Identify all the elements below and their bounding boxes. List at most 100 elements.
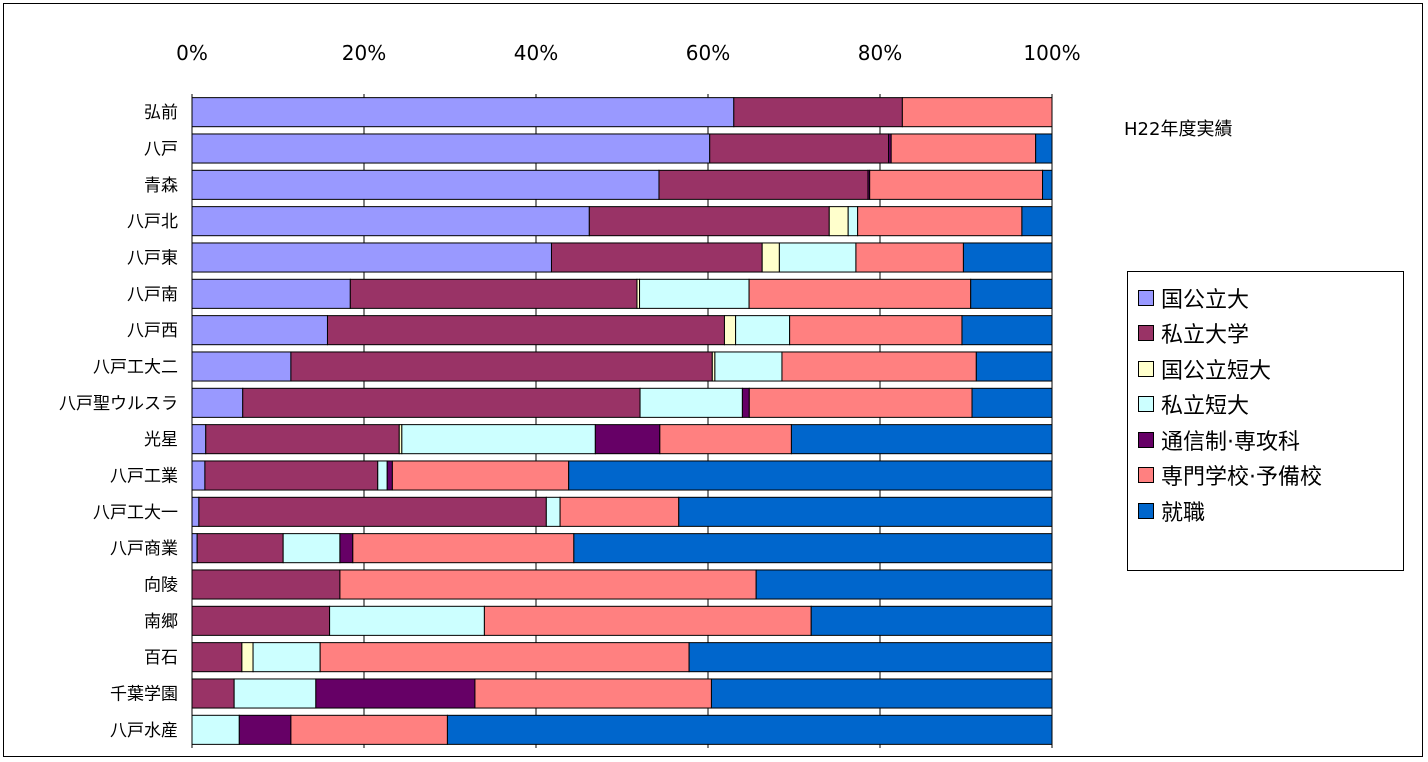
bar-segment [319, 642, 690, 673]
bar-segment [242, 387, 641, 418]
bar-segment [198, 496, 547, 527]
bar-segment [961, 315, 1053, 346]
bar-segment [191, 387, 244, 418]
bar-segment [778, 242, 857, 273]
category-label: 南郷 [144, 612, 178, 632]
x-tick-label: 40% [514, 41, 558, 65]
bar-segment [191, 714, 240, 745]
legend-label: 私立大学 [1161, 323, 1250, 349]
bar-segment [191, 351, 292, 382]
category-label: 八戸北 [127, 212, 178, 232]
x-tick-label: 60% [686, 41, 730, 65]
bar-segment [191, 496, 200, 527]
category-label: 八戸南 [127, 285, 178, 305]
bar-segment [446, 714, 1053, 745]
bar-segment [810, 605, 1053, 636]
category-label: 八戸工業 [110, 467, 178, 487]
legend-label: 国公立大 [1161, 287, 1250, 313]
bar-segment [339, 533, 354, 564]
bar-segment [233, 678, 317, 709]
x-tick-label: 20% [342, 41, 386, 65]
category-label: 弘前 [144, 103, 178, 123]
category-label: 八戸 [144, 140, 178, 160]
legend-swatch [1138, 467, 1154, 484]
category-label: 青森 [144, 176, 178, 196]
bar-segment [735, 315, 791, 346]
bar-segment [315, 678, 476, 709]
bar-segment [658, 169, 869, 200]
category-label: 八戸東 [127, 249, 178, 269]
bar-segment [970, 278, 1053, 309]
bar-segment [1042, 169, 1053, 200]
legend-item-national-junior-college: 国公立短大 [1128, 351, 1403, 387]
bar-segment [761, 242, 780, 273]
legend-item-vocational-prep-school: 専門学校·予備校 [1128, 458, 1403, 494]
bar-segment [352, 533, 575, 564]
bar-segment [290, 351, 713, 382]
category-label: 八戸西 [127, 321, 178, 341]
bar-segment [191, 460, 206, 491]
bar-segment [391, 460, 570, 491]
bar-segment [741, 387, 750, 418]
legend: 国公立大 私立大学 国公立短大 私立短大 通信制·専攻科 専門学校·予備校 就職 [1127, 271, 1404, 571]
bar-segment [252, 642, 321, 673]
legend-label: 専門学校·予備校 [1161, 465, 1322, 491]
bar-segment [401, 424, 596, 455]
bar-segment [282, 533, 341, 564]
bar-segment [349, 278, 638, 309]
legend-item-private-junior-college: 私立短大 [1128, 387, 1403, 423]
bar-segment [573, 533, 1053, 564]
category-label: 八戸工大二 [93, 358, 178, 378]
bar-segment [755, 569, 1053, 600]
bar-segment [196, 533, 284, 564]
bar-segment [191, 169, 660, 200]
bar-segment [789, 315, 963, 346]
bar-segment [828, 206, 849, 237]
bar-segment [733, 97, 903, 128]
legend-swatch [1138, 502, 1154, 519]
bar-segment [857, 206, 1023, 237]
bar-segment [191, 605, 331, 636]
bar-segment [1021, 206, 1053, 237]
category-label: 千葉学園 [110, 685, 178, 705]
bar-segment [474, 678, 712, 709]
bar-segment [205, 424, 400, 455]
legend-swatch [1138, 431, 1154, 448]
bar-segment [191, 97, 735, 128]
bar-segment [790, 424, 1053, 455]
bar-segment [191, 278, 351, 309]
plot-area [192, 94, 1052, 748]
bar-segment [710, 678, 1053, 709]
legend-swatch [1138, 396, 1154, 413]
bar-segment [559, 496, 680, 527]
category-label: 八戸聖ウルスラ [59, 394, 178, 414]
bar-segment [545, 496, 561, 527]
category-label: 百石 [144, 648, 178, 668]
bar-segment [639, 278, 750, 309]
legend-swatch [1138, 325, 1154, 342]
bar-segment [975, 351, 1053, 382]
legend-label: 国公立短大 [1161, 358, 1272, 384]
bar-segment [326, 315, 725, 346]
legend-swatch [1138, 289, 1154, 306]
bar-segment [678, 496, 1053, 527]
bar-segment [386, 460, 393, 491]
bar-segment [723, 315, 737, 346]
bar-segment [588, 206, 830, 237]
bar-segment [890, 133, 1037, 164]
bar-segment [901, 97, 1053, 128]
bar-segment [241, 642, 254, 673]
bar-segment [191, 533, 198, 564]
legend-swatch [1138, 360, 1154, 377]
legend-item-private-university: 私立大学 [1128, 316, 1403, 352]
bar-segment [971, 387, 1053, 418]
bar-segment [191, 133, 711, 164]
bar-segment [847, 206, 859, 237]
bar-segment [1035, 133, 1053, 164]
legend-label: 通信制·専攻科 [1161, 429, 1300, 455]
category-label: 光星 [144, 430, 178, 450]
bar-segment [483, 605, 812, 636]
bar-segment [688, 642, 1053, 673]
bar-segment [781, 351, 977, 382]
